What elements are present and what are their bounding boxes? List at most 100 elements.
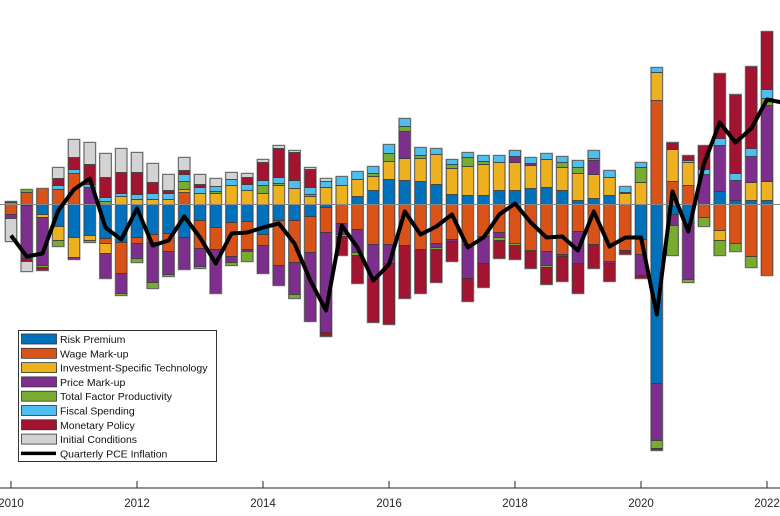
bar-segment-price-mark-up (272, 265, 285, 286)
bar-outline (398, 117, 412, 300)
bar-segment-initial-conditions (272, 145, 285, 149)
legend-label: Investment-Specific Technology (60, 363, 208, 375)
bar-outline (98, 152, 113, 280)
bar-outline (20, 188, 34, 273)
bar-segment-wage-mark-up (367, 204, 380, 245)
legend-item-investment-specific-technology: Investment-Specific Technology (21, 362, 208, 375)
bar-segment-investment-specific-technology (634, 182, 648, 205)
bar-segment-total-factor-productivity (162, 274, 175, 277)
bar-segment-monetary-policy (603, 263, 616, 282)
bar-segment-fiscal-spending (115, 193, 128, 197)
bar-segment-investment-specific-technology (146, 199, 159, 205)
bar-segment-wage-mark-up (760, 204, 774, 276)
bar-segment-wage-mark-up (540, 204, 553, 252)
bar-segment-investment-specific-technology (682, 162, 695, 186)
bar-segment-wage-mark-up (241, 221, 254, 250)
bar-outline (350, 170, 365, 285)
bar-segment-total-factor-productivity (461, 157, 474, 167)
legend: Risk Premium Wage Mark-up Investment-Speci… (18, 330, 217, 462)
bar-stack (256, 158, 270, 275)
bar-segment-investment-specific-technology (319, 187, 333, 205)
bar-segment-wage-mark-up (319, 207, 333, 233)
bar-segment-fiscal-spending (508, 150, 522, 157)
bar-outline (319, 177, 333, 338)
bar-segment-risk-premium (304, 204, 317, 217)
bar-segment-monetary-policy (367, 279, 380, 323)
bar-segment-total-factor-productivity (697, 217, 711, 227)
bar-segment-investment-specific-technology (414, 158, 427, 182)
bar-segment-monetary-policy (524, 251, 537, 269)
bar-segment-fiscal-spending (760, 89, 774, 99)
bar-segment-investment-specific-technology (162, 199, 175, 205)
bar-stack (382, 143, 396, 326)
bar-outline (713, 72, 727, 257)
bar-segment-monetary-policy (571, 263, 585, 294)
bar-outline (272, 144, 286, 287)
bar-segment-price-mark-up (67, 257, 81, 260)
bar-stack (461, 151, 475, 303)
bar-outline (209, 177, 223, 295)
bar-segment-wage-mark-up (713, 204, 726, 231)
bar-outline (35, 187, 50, 272)
bar-segment-investment-specific-technology (666, 149, 679, 182)
bar-segment-risk-premium (634, 204, 648, 240)
bar-segment-total-factor-productivity (382, 153, 396, 162)
bar-segment-risk-premium (461, 195, 474, 205)
bar-segment-risk-premium (587, 198, 600, 205)
bar-stack (713, 72, 727, 257)
bar-segment-initial-conditions (130, 152, 144, 173)
bar-segment-fiscal-spending (729, 173, 742, 181)
bar-segment-monetary-policy (745, 66, 758, 149)
bar-segment-risk-premium (367, 190, 380, 205)
bar-segment-price-mark-up (760, 105, 774, 182)
bar-stack (209, 177, 223, 295)
bar-segment-wage-mark-up (382, 204, 396, 245)
bar-segment-monetary-policy (587, 244, 600, 269)
bar-segment-risk-premium (241, 204, 254, 222)
bar-stack (445, 158, 459, 263)
bar-segment-total-factor-productivity (745, 256, 758, 268)
x-tick-label: 2010 (0, 498, 24, 510)
bar-segment-total-factor-productivity (445, 164, 459, 169)
bar-segment-fiscal-spending (351, 171, 364, 180)
x-axis-ticks: 2010 2012 2014 2016 2018 2020 2022 (0, 481, 780, 510)
bar-stack (130, 151, 144, 264)
legend-label: Quarterly PCE Inflation (60, 448, 168, 460)
bar-segment-fiscal-spending (241, 184, 254, 191)
bar-segment-investment-specific-technology (178, 189, 191, 193)
bar-segment-fiscal-spending (382, 144, 396, 154)
bar-segment-risk-premium (146, 204, 159, 235)
bar-segment-initial-conditions (209, 178, 222, 187)
bar-segment-investment-specific-technology (587, 174, 600, 199)
bar-segment-risk-premium (382, 179, 396, 205)
bar-segment-investment-specific-technology (745, 182, 758, 201)
bar-segment-fiscal-spending (304, 187, 317, 195)
bar-segment-investment-specific-technology (130, 199, 144, 205)
bar-stack (366, 165, 380, 324)
x-tick-label: 2012 (124, 498, 150, 510)
bar-segment-wage-mark-up (20, 192, 33, 205)
bar-outline (303, 166, 317, 323)
bar-stack (492, 154, 506, 260)
bar-outline (555, 155, 569, 283)
bar-stack (398, 117, 412, 300)
bar-segment-price-mark-up (729, 180, 742, 201)
bar-outline (51, 166, 65, 248)
bar-segment-fiscal-spending (319, 181, 333, 188)
bar-segment-initial-conditions (162, 174, 175, 191)
bar-segment-monetary-policy (162, 190, 175, 194)
bar-segment-total-factor-productivity (241, 251, 254, 262)
legend-swatch (21, 433, 57, 445)
bar-segment-monetary-policy (4, 201, 18, 203)
bar-segment-investment-specific-technology (382, 161, 396, 180)
bar-segment-monetary-policy (540, 267, 553, 285)
legend-label: Initial Conditions (60, 434, 137, 446)
legend-item-total-factor-productivity: Total Factor Productivity (21, 390, 173, 403)
bar-segment-initial-conditions (67, 139, 81, 158)
bar-segment-investment-specific-technology (461, 166, 474, 196)
bar-segment-fiscal-spending (430, 148, 443, 155)
bar-stack (744, 65, 758, 269)
bar-segment-investment-specific-technology (508, 162, 522, 191)
bar-segment-monetary-policy (351, 255, 364, 284)
bar-segment-wage-mark-up (556, 204, 569, 255)
